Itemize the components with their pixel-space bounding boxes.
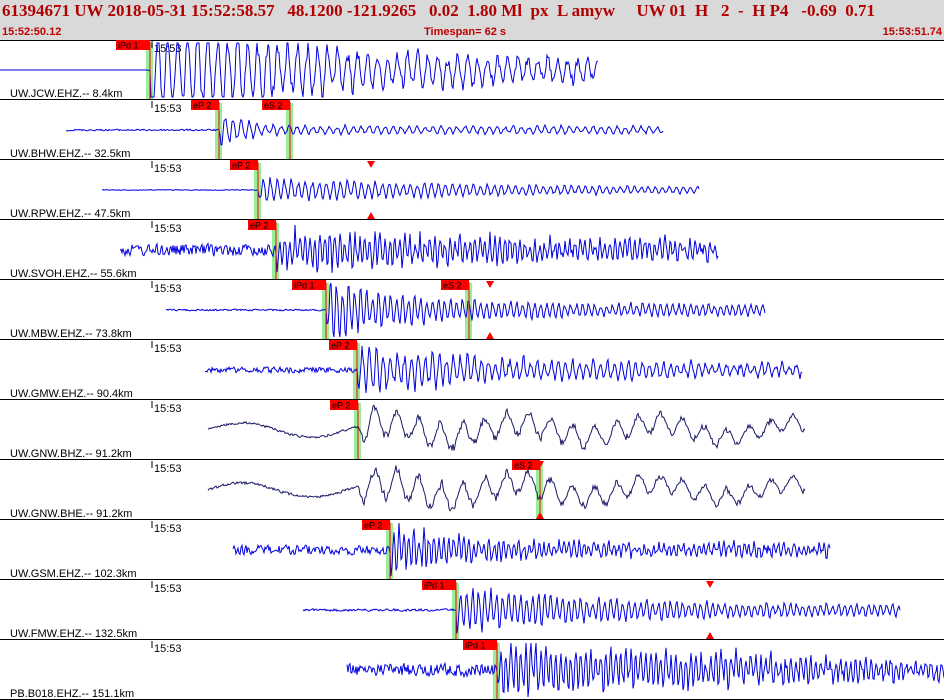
window-end-time: 15:53:51.74 [882,26,942,38]
time-tick-label: 15:53 [154,43,182,55]
pick-label: iPd 1 [294,281,315,291]
waveform-trace [101,177,700,202]
time-tick-label: 15:53 [154,403,182,415]
waveform-trace [302,587,901,634]
channel-label: UW.GNW.BHZ.-- 91.2km [10,448,132,460]
channel-row[interactable]: 15:53 eP 2 UW.SVOH.EHZ.-- 55.6km [0,220,944,280]
pick-label-box[interactable] [191,100,219,110]
pick-label: eP 2 [331,341,349,351]
arrival-marker-top [486,281,494,288]
waveform-trace [346,642,944,698]
channel-row[interactable]: 15:53 eP 2 UW.GNW.BHZ.-- 91.2km [0,400,944,460]
pick-label: eP 2 [250,221,268,231]
pick-label-box[interactable] [362,520,390,530]
arrival-marker-bottom [536,512,544,519]
window-start-time: 15:52:50.12 [2,26,62,38]
waveform-trace [65,118,664,146]
pick-label: iPd 1 [118,41,139,51]
timespan-label: Timespan= 62 s [424,26,507,38]
channel-label: UW.GMW.EHZ.-- 90.4km [10,388,133,400]
channel-label: UW.BHW.EHZ.-- 32.5km [10,148,130,160]
arrival-marker-top [536,461,544,468]
channel-label: UW.SVOH.EHZ.-- 55.6km [10,268,137,280]
time-tick-label: 15:53 [154,283,182,295]
arrival-marker-top [706,581,714,588]
waveform-trace [165,282,766,338]
time-tick-label: 15:53 [154,223,182,235]
pick-label-box[interactable] [230,160,258,170]
pick-label-box[interactable] [463,640,497,650]
channel-label: UW.RPW.EHZ.-- 47.5km [10,208,130,220]
pick-label: iPd 1 [424,581,445,591]
waveform-trace [119,224,719,273]
pick-label-box[interactable] [441,280,469,290]
channel-label: UW.GSM.EHZ.-- 102.3km [10,568,137,580]
pick-label-box[interactable] [292,280,326,290]
time-tick-label: 15:53 [154,643,182,655]
arrival-marker-bottom [367,212,375,219]
time-tick-label: 15:53 [154,583,182,595]
pick-label-box[interactable] [422,580,456,590]
pick-label: eS 2 [264,101,283,111]
channel-row[interactable]: 15:53 eP 2 UW.GMW.EHZ.-- 90.4km [0,340,944,400]
channel-label: PB.B018.EHZ.-- 151.1km [10,688,134,700]
time-tick-label: 15:53 [154,103,182,115]
arrival-marker-bottom [486,332,494,339]
pick-label: eP 2 [193,101,211,111]
channel-row[interactable]: 15:53 eS 2 UW.GNW.BHE.-- 91.2km [0,460,944,520]
pick-label: iPd 1 [465,641,486,651]
arrival-marker-top [367,161,375,168]
pick-label: eS 2 [443,281,462,291]
pick-label-box[interactable] [329,340,357,350]
channel-label: UW.JCW.EHZ.-- 8.4km [10,88,122,100]
time-tick-label: 15:53 [154,343,182,355]
waveform-trace [207,404,806,451]
arrival-marker-bottom [706,632,714,639]
pick-label-box[interactable] [330,400,358,410]
channel-row[interactable]: 15:53 iPd 1 eS 2 UW.MBW.EHZ.-- 73.8km [0,280,944,340]
time-tick-label: 15:53 [154,463,182,475]
pick-label-box[interactable] [248,220,276,230]
waveform-trace [207,465,806,512]
channel-row[interactable]: 15:53 eP 2 eS 2 UW.BHW.EHZ.-- 32.5km [0,100,944,160]
seismogram-panel[interactable]: 15:53 iPd 1 UW.JCW.EHZ.-- 8.4km 15:53 eP 2 eS… [0,40,944,700]
pick-label: eP 2 [332,401,350,411]
pick-label-box[interactable] [262,100,290,110]
pick-label: eP 2 [232,161,250,171]
waveform-trace [0,41,599,99]
channel-label: UW.GNW.BHE.-- 91.2km [10,508,132,520]
channel-label: UW.MBW.EHZ.-- 73.8km [10,328,132,340]
pick-label-box[interactable] [512,460,540,470]
event-header: 61394671 UW 2018-05-31 15:52:58.57 48.12… [0,0,944,41]
pick-label: eP 2 [364,521,382,531]
time-tick-label: 15:53 [154,523,182,535]
channel-row[interactable]: 15:53 eP 2 UW.GSM.EHZ.-- 102.3km [0,520,944,580]
channel-row[interactable]: 15:53 iPd 1 PB.B018.EHZ.-- 151.1km [0,640,944,700]
waveform-trace [205,345,803,394]
pick-label: eS 2 [514,461,533,471]
waveform-trace [232,522,831,576]
time-tick-label: 15:53 [154,163,182,175]
channel-label: UW.FMW.EHZ.-- 132.5km [10,628,137,640]
channel-row[interactable]: 15:53 iPd 1 UW.JCW.EHZ.-- 8.4km [0,40,944,100]
pick-label-box[interactable] [116,40,150,50]
event-summary: 61394671 UW 2018-05-31 15:52:58.57 48.12… [2,1,875,20]
channel-row[interactable]: 15:53 eP 2 UW.RPW.EHZ.-- 47.5km [0,160,944,220]
channel-row[interactable]: 15:53 iPd 1 UW.FMW.EHZ.-- 132.5km [0,580,944,640]
